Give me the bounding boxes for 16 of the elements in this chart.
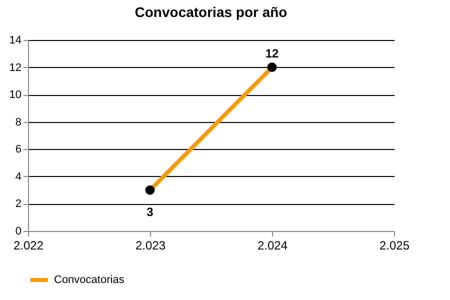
y-tick-label: 0	[15, 226, 22, 238]
legend-label: Convocatorias	[54, 274, 125, 286]
data-label: 12	[265, 46, 279, 60]
x-tick-label: 2.025	[379, 238, 410, 252]
y-tick-label: 14	[9, 34, 22, 46]
x-tick-label: 2.023	[135, 238, 166, 252]
data-label: 3	[146, 205, 154, 220]
x-tick-label: 2.024	[257, 238, 288, 252]
y-tick-label: 12	[9, 62, 22, 74]
y-tick-label: 4	[15, 170, 22, 183]
y-tick-label: 10	[9, 89, 22, 102]
y-tick-label: 2	[15, 198, 22, 210]
x-tick-label: 2.022	[13, 238, 44, 252]
chart-title: Convocatorias por año	[134, 4, 288, 20]
y-tick-label: 8	[15, 116, 22, 128]
y-tick-label: 6	[15, 144, 22, 156]
